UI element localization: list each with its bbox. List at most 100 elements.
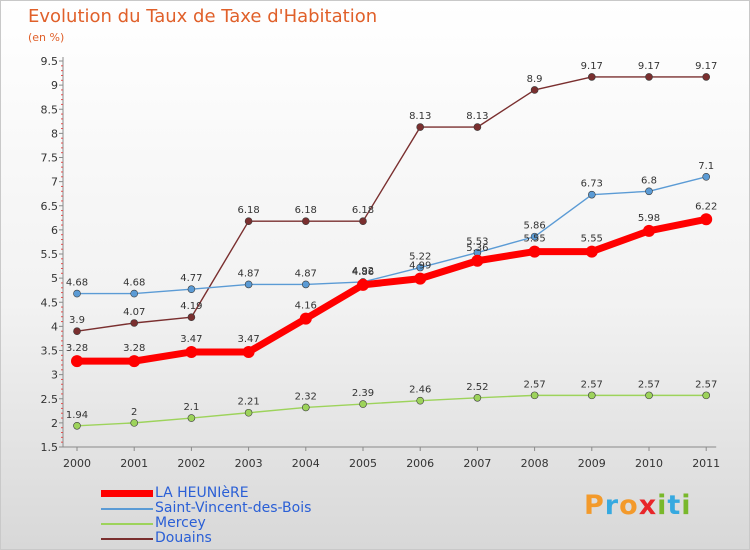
series-line-mercey [76, 394, 707, 427]
logo-letter: r [604, 490, 620, 521]
y-tick-label: 6.5 [41, 200, 59, 213]
y-tick-label: 1.5 [41, 441, 59, 454]
x-tick-label: 2006 [406, 457, 434, 470]
legend-swatch [101, 507, 153, 510]
x-tick-label: 2003 [235, 457, 263, 470]
logo-letter: o [619, 490, 639, 521]
data-point-saint-vincent-des-bois [301, 280, 310, 289]
data-point-mercey [130, 419, 138, 427]
data-point-la-heuni-re [299, 312, 312, 325]
legend-item: Douains [101, 531, 311, 546]
y-tick-label: 5 [51, 272, 58, 285]
data-point-douains [187, 313, 196, 322]
data-point-douains [244, 217, 253, 225]
data-point-saint-vincent-des-bois [416, 263, 425, 272]
data-label-mercey: 2 [131, 407, 137, 418]
data-label-la-heuni-re: 3.47 [237, 334, 259, 345]
data-point-mercey [301, 403, 310, 412]
data-point-mercey [645, 391, 653, 400]
data-point-la-heuni-re [471, 254, 484, 267]
chart-legend: LA HEUNIèRE Saint-Vincent-des-Bois Mercey D… [101, 486, 311, 546]
chart-title: Evolution du Taux de Taxe d'Habitation [28, 6, 378, 27]
legend-swatch [101, 537, 153, 540]
data-point-mercey [359, 400, 367, 408]
x-tick-label: 2000 [63, 457, 91, 470]
data-point-la-heuni-re [585, 245, 598, 258]
data-point-la-heuni-re [71, 355, 83, 368]
data-label-la-heuni-re: 5.98 [638, 213, 660, 224]
data-point-saint-vincent-des-bois [73, 289, 81, 298]
data-label-la-heuni-re: 5.55 [581, 234, 603, 245]
data-label-douains: 8.13 [409, 111, 431, 122]
data-label-douains: 4.07 [123, 307, 145, 318]
data-label-la-heuni-re: 3.28 [66, 343, 88, 354]
data-point-mercey [187, 414, 196, 422]
data-label-mercey: 2.57 [523, 379, 545, 390]
data-point-saint-vincent-des-bois [530, 232, 539, 241]
legend-label: LA HEUNIèRE [155, 485, 249, 501]
data-point-saint-vincent-des-bois [244, 280, 253, 289]
data-label-douains: 6.18 [352, 205, 374, 216]
data-label-la-heuni-re: 4.16 [295, 301, 317, 312]
x-tick-label: 2001 [120, 457, 148, 470]
logo-letter: P [584, 490, 605, 521]
data-point-mercey [702, 391, 711, 400]
data-label-mercey: 2.21 [237, 397, 259, 408]
data-point-la-heuni-re [700, 213, 713, 226]
data-point-saint-vincent-des-bois [702, 173, 711, 181]
data-point-mercey [416, 396, 425, 405]
y-tick-label: 8 [51, 127, 58, 140]
data-point-douains [416, 123, 425, 131]
data-label-saint-vincent-des-bois: 4.92 [352, 266, 374, 277]
y-tick-label: 2.5 [41, 393, 59, 406]
data-point-douains [530, 86, 539, 94]
legend-item: LA HEUNIèRE [101, 486, 311, 501]
data-point-la-heuni-re [128, 355, 141, 368]
y-tick-label: 7.5 [41, 152, 59, 165]
data-label-mercey: 1.94 [66, 410, 88, 421]
legend-swatch [101, 490, 153, 497]
data-label-douains: 6.18 [237, 205, 259, 216]
data-label-saint-vincent-des-bois: 4.77 [180, 273, 202, 284]
data-point-saint-vincent-des-bois [187, 285, 196, 294]
data-point-mercey [73, 421, 81, 430]
data-point-douains [359, 217, 367, 225]
y-tick-label: 4 [51, 320, 58, 333]
series-line-la-heuni-re [73, 215, 710, 365]
x-tick-label: 2002 [177, 457, 205, 470]
data-label-mercey: 2.57 [581, 379, 603, 390]
data-point-la-heuni-re [528, 245, 541, 258]
data-point-la-heuni-re [414, 272, 427, 285]
data-point-saint-vincent-des-bois [645, 187, 653, 196]
data-label-saint-vincent-des-bois: 6.73 [581, 179, 603, 190]
legend-label: Saint-Vincent-des-Bois [155, 500, 312, 516]
data-label-mercey: 2.52 [466, 382, 488, 393]
data-point-douains [702, 73, 711, 81]
data-label-saint-vincent-des-bois: 5.86 [523, 221, 545, 232]
x-tick-label: 2011 [692, 457, 720, 470]
legend-swatch [101, 522, 153, 525]
data-point-saint-vincent-des-bois [130, 289, 138, 298]
x-tick-label: 2004 [292, 457, 320, 470]
data-label-la-heuni-re: 5.36 [466, 243, 488, 254]
data-point-mercey [244, 408, 253, 417]
data-point-la-heuni-re [643, 224, 655, 237]
x-tick-label: 2010 [635, 457, 663, 470]
data-label-douains: 6.18 [295, 205, 317, 216]
data-label-la-heuni-re: 4.86 [352, 267, 374, 278]
x-tick-label: 2008 [521, 457, 549, 470]
data-point-mercey [587, 391, 596, 400]
data-point-mercey [473, 393, 482, 402]
y-tick-label: 8.5 [41, 103, 59, 116]
y-tick-label: 3.5 [41, 345, 59, 358]
data-label-saint-vincent-des-bois: 6.8 [641, 175, 657, 186]
data-label-douains: 3.9 [69, 315, 85, 326]
data-point-mercey [530, 391, 539, 400]
logo-letter: i [657, 490, 668, 521]
y-tick-label: 4.5 [41, 296, 59, 309]
data-label-douains: 9.17 [638, 61, 660, 72]
data-point-douains [473, 123, 482, 131]
logo-letter: i [681, 490, 692, 521]
data-label-douains: 9.17 [695, 61, 717, 72]
